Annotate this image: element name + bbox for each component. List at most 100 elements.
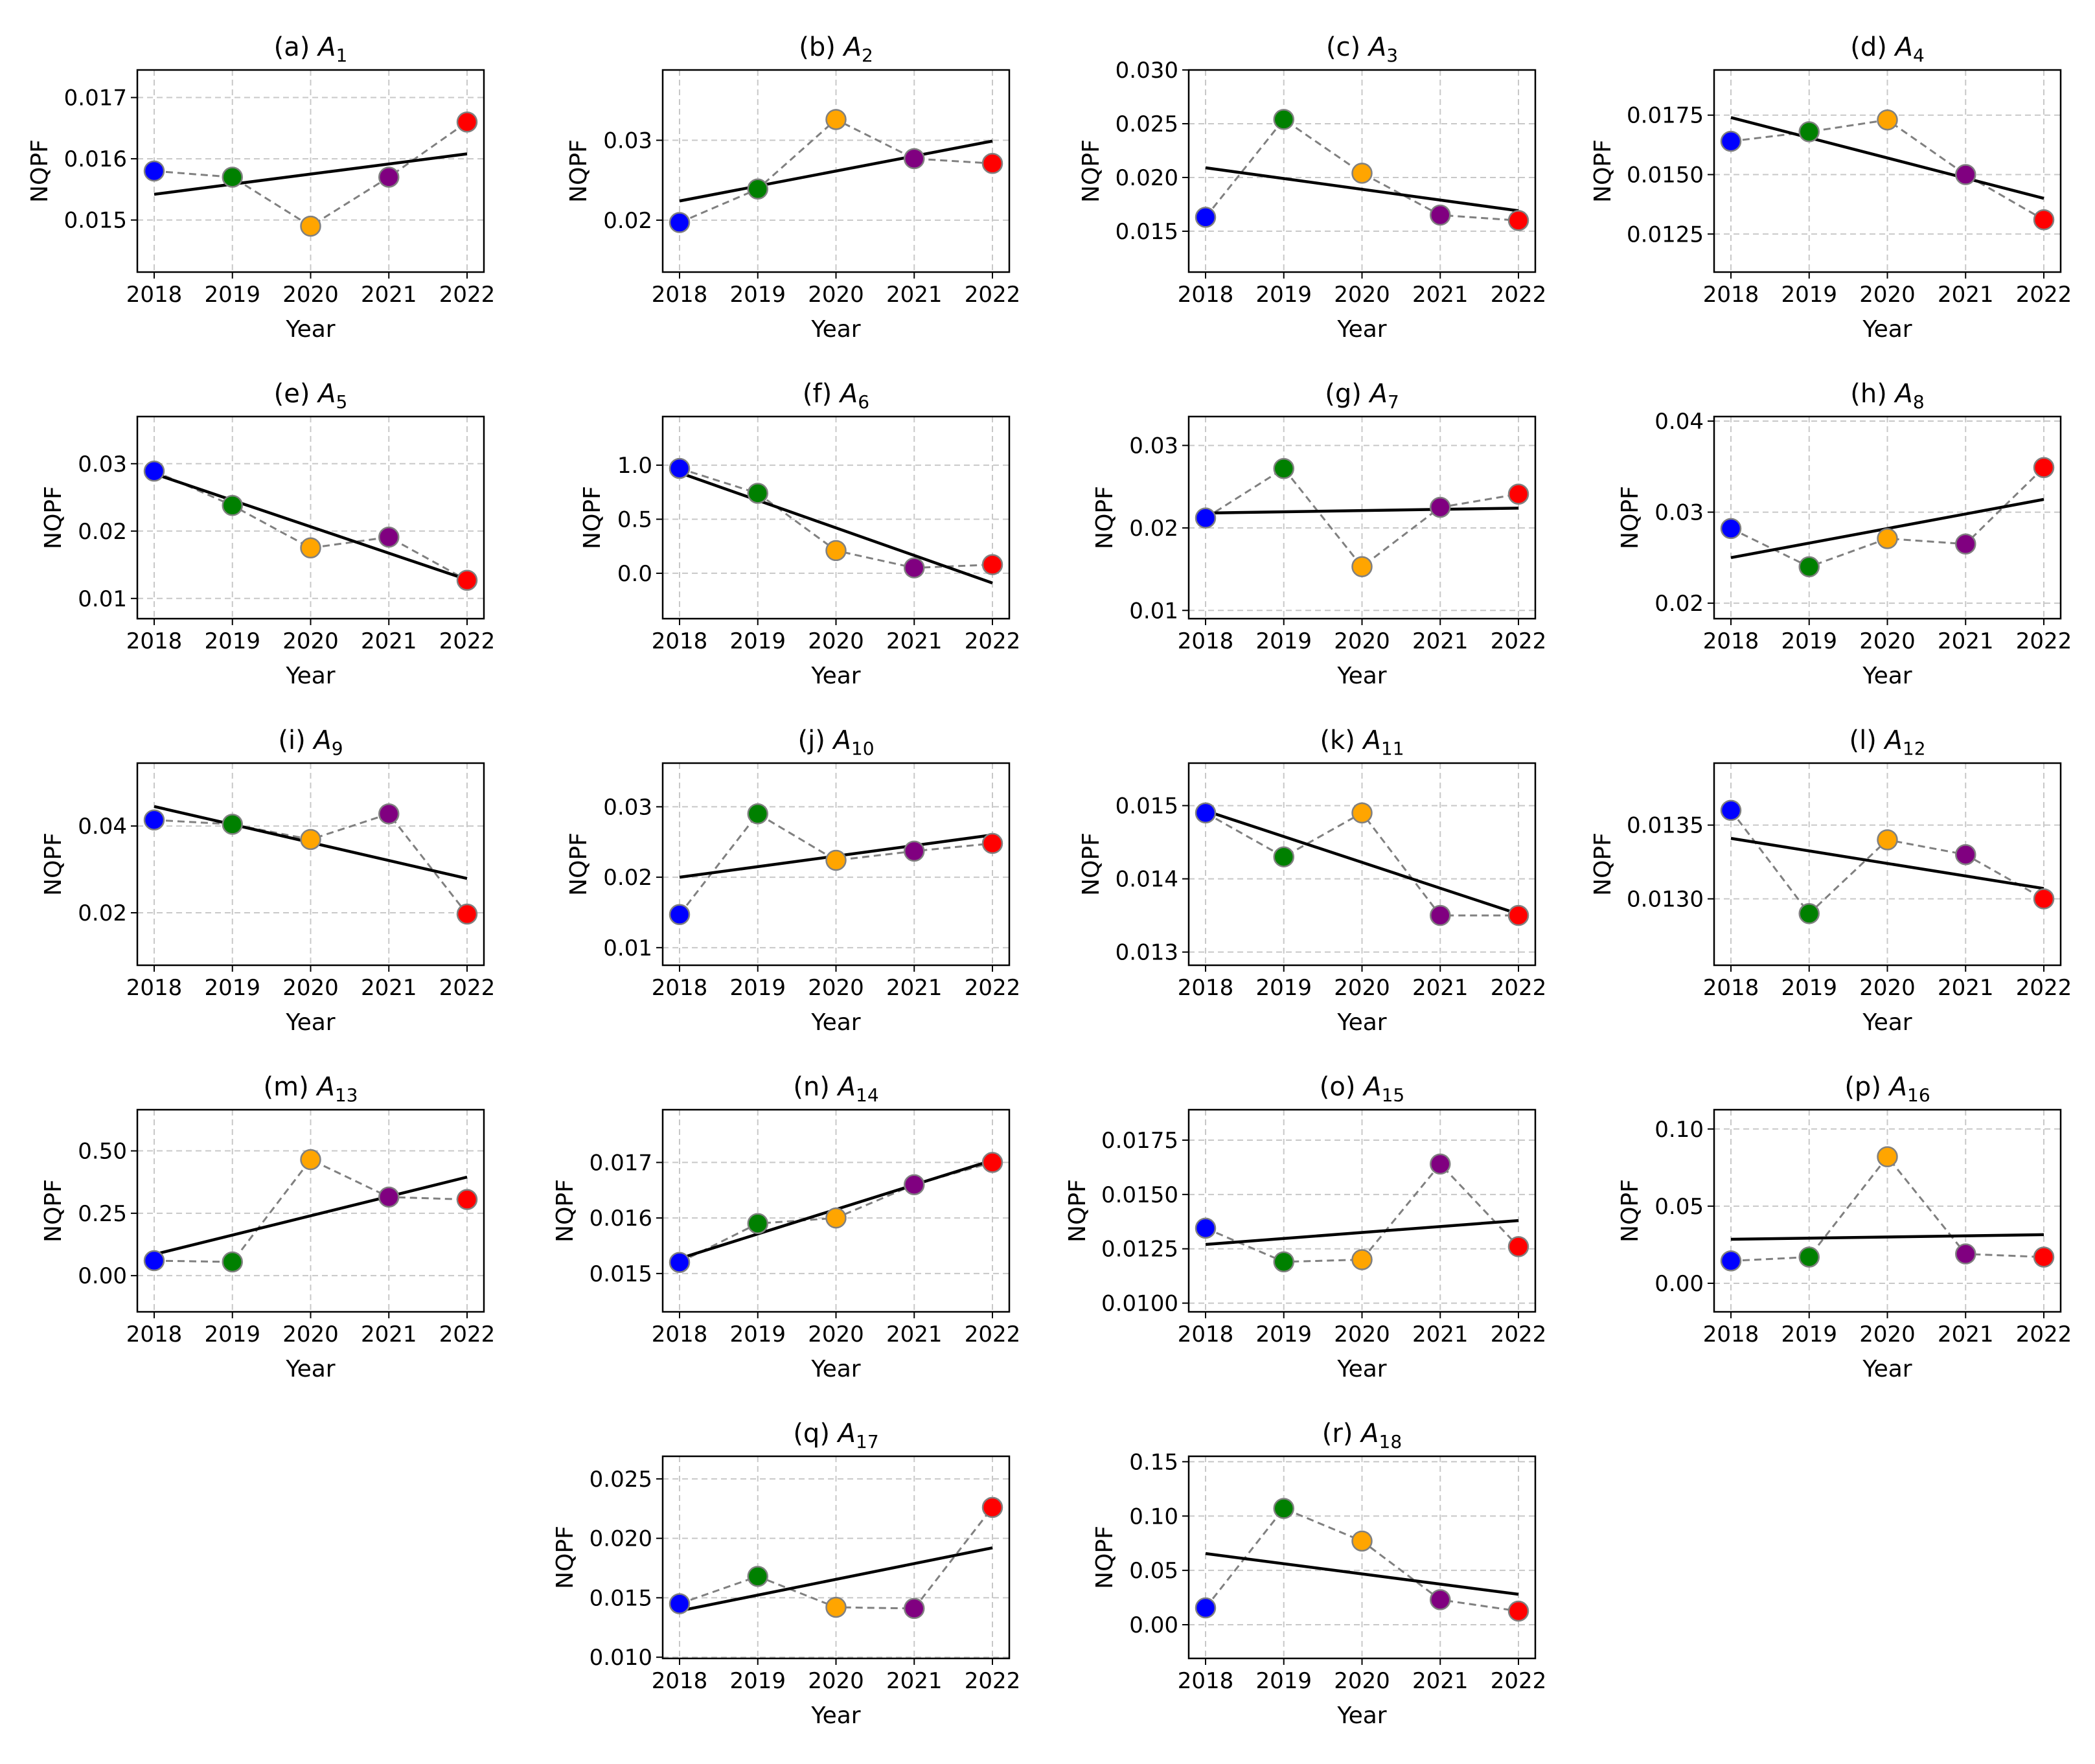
data-point [904, 840, 925, 862]
y-axis-label: NQPF [40, 832, 67, 896]
y-tick-label: 0.02 [1654, 591, 1704, 617]
data-point [747, 803, 768, 825]
x-tick-label: 2021 [1412, 628, 1469, 654]
y-tick-label: 0.02 [78, 519, 127, 545]
trend-line [154, 472, 468, 581]
data-point [1351, 1530, 1373, 1552]
data-point [1877, 109, 1898, 131]
x-tick-label: 2019 [204, 975, 260, 1001]
data-point [669, 904, 691, 925]
x-tick-label: 2021 [1412, 282, 1469, 308]
y-tick-label: 0.017 [590, 1150, 652, 1176]
x-tick-label: 2020 [282, 975, 339, 1001]
x-tick-label: 2021 [1938, 1322, 1994, 1347]
x-axis-label: Year [1862, 1009, 1912, 1036]
y-axis-label: NQPF [566, 139, 592, 203]
x-tick-label: 2018 [1178, 282, 1234, 308]
panel-18: 2018 2019 2020 2021 2022 0.00 0.05 0.10 0.15 Year… [1092, 1419, 1546, 1729]
x-tick-label: 2021 [1938, 975, 1994, 1001]
x-tick-label: 2018 [1178, 1668, 1234, 1694]
x-tick-label: 2019 [1781, 975, 1837, 1001]
data-point [981, 1152, 1003, 1173]
y-tick-label: 0.0150 [1101, 1182, 1178, 1208]
data-point [300, 1149, 321, 1171]
y-axis-label: NQPF [1064, 1179, 1091, 1243]
x-tick-label: 2018 [652, 282, 708, 308]
data-point [1195, 1217, 1217, 1239]
data-point [378, 1186, 400, 1208]
data-point [1430, 204, 1451, 226]
panel-title: (n) A14 [793, 1072, 878, 1106]
data-point [222, 814, 243, 835]
x-axis-label: Year [1336, 663, 1386, 689]
data-point [1955, 164, 1976, 185]
x-tick-label: 2018 [1703, 975, 1759, 1001]
data-point [1430, 496, 1451, 518]
x-tick-label: 2020 [808, 628, 864, 654]
data-point [1273, 109, 1294, 130]
x-tick-label: 2021 [886, 628, 943, 654]
y-axis-label: NQPF [1617, 486, 1643, 549]
data-point [669, 1252, 691, 1273]
data-point [1351, 802, 1373, 824]
x-tick-label: 2022 [965, 975, 1021, 1001]
data-point [300, 215, 321, 237]
panel-10: 2018 2019 2020 2021 2022 0.01 0.02 0.03 Year NQPF… [566, 726, 1020, 1036]
x-tick-label: 2022 [1491, 1322, 1547, 1347]
data-point [300, 537, 321, 559]
y-tick-label: 0.10 [1654, 1117, 1704, 1143]
x-tick-label: 2022 [2016, 1322, 2072, 1347]
data-point [1720, 518, 1742, 540]
x-tick-label: 2022 [2016, 282, 2072, 308]
y-axis-label: NQPF [40, 486, 67, 549]
x-axis-label: Year [1336, 316, 1386, 343]
panel-14: 2018 2019 2020 2021 2022 0.015 0.016 0.017 Year N… [552, 1072, 1020, 1382]
data-point [1430, 1153, 1451, 1175]
panel-17: 2018 2019 2020 2021 2022 0.010 0.015 0.020 0.025… [552, 1419, 1020, 1729]
y-tick-label: 0.0150 [1627, 163, 1704, 189]
y-tick-label: 0.0130 [1627, 887, 1704, 913]
y-axis-label: NQPF [1078, 832, 1105, 896]
y-tick-label: 0.013 [1116, 940, 1178, 966]
x-tick-label: 2022 [1491, 282, 1547, 308]
x-tick-label: 2020 [282, 282, 339, 308]
x-axis-label: Year [1862, 663, 1912, 689]
x-tick-label: 2021 [1938, 628, 1994, 654]
trend-line [154, 1175, 468, 1256]
data-point [143, 1250, 165, 1272]
data-point [981, 1496, 1003, 1518]
panel-12: 2018 2019 2020 2021 2022 0.0130 0.0135 Year NQPF… [1590, 726, 2072, 1036]
data-point [222, 166, 243, 188]
data-point [456, 1189, 478, 1210]
y-axis-label: NQPF [1590, 139, 1616, 203]
data-point [143, 809, 165, 830]
panel-title: (e) A5 [274, 379, 348, 413]
x-axis-label: Year [1336, 1009, 1386, 1036]
panel-title: (j) A10 [797, 726, 874, 759]
panel-title: (k) A11 [1320, 726, 1404, 759]
trend-line [1205, 1219, 1519, 1246]
x-tick-label: 2019 [729, 975, 786, 1001]
data-point [825, 1596, 847, 1618]
y-tick-label: 0.016 [590, 1206, 652, 1231]
x-tick-label: 2019 [1781, 282, 1837, 308]
x-tick-label: 2021 [361, 628, 417, 654]
panel-3: 2018 2019 2020 2021 2022 0.015 0.020 0.025 0.030… [1078, 32, 1546, 343]
data-point [222, 1251, 243, 1273]
data-point [747, 1566, 768, 1587]
panel-title: (r) A18 [1322, 1419, 1402, 1452]
x-tick-label: 2022 [965, 1322, 1021, 1347]
data-point [1798, 121, 1820, 143]
panel-title: (g) A7 [1325, 379, 1399, 413]
trend-line [154, 152, 468, 196]
x-axis-label: Year [1336, 1702, 1386, 1729]
data-point [1195, 1597, 1217, 1619]
data-point [1351, 556, 1373, 578]
y-tick-label: 0.10 [1129, 1504, 1178, 1529]
panel-2: 2018 2019 2020 2021 2022 0.02 0.03 Year NQPF (b) … [566, 32, 1020, 343]
x-axis-label: Year [810, 663, 860, 689]
panel-16: 2018 2019 2020 2021 2022 0.00 0.05 0.10 Year NQPF… [1617, 1072, 2072, 1382]
x-tick-label: 2021 [361, 282, 417, 308]
panel-title: (i) A9 [278, 726, 343, 759]
y-tick-label: 0.015 [1116, 219, 1178, 245]
